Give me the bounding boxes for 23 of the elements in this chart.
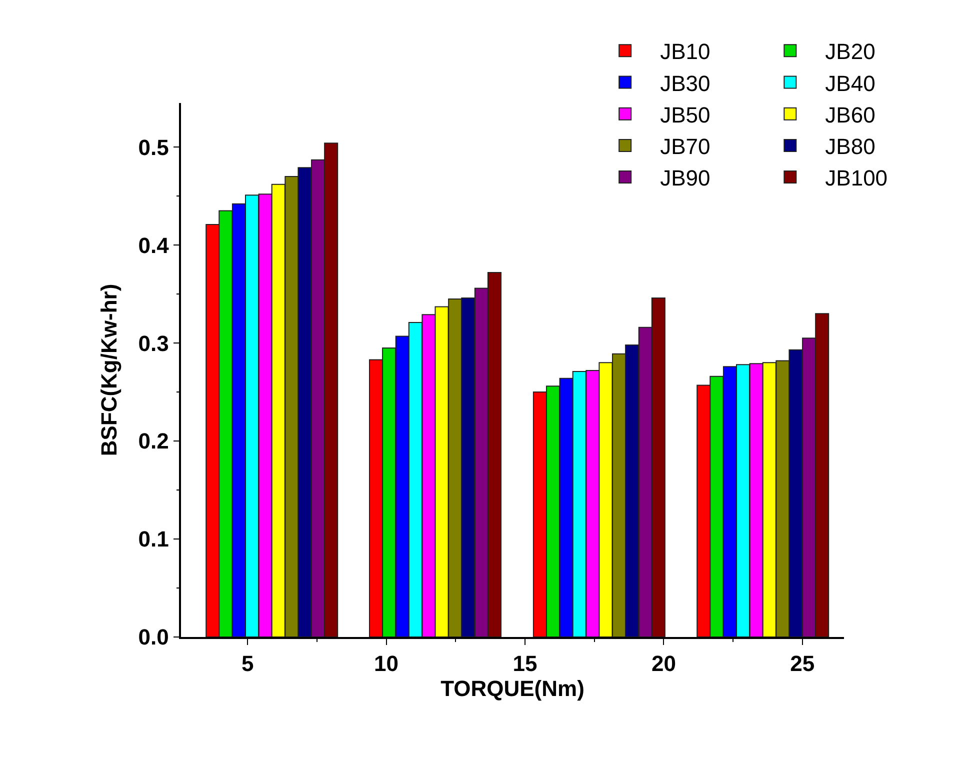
y-tick-label: 0.3	[138, 330, 169, 356]
x-tick-label: 20	[651, 651, 676, 676]
legend-label: JB40	[825, 70, 876, 96]
x-tick-label: 15	[512, 651, 538, 676]
legend-label: JB10	[660, 39, 710, 64]
legend-label: JB20	[825, 39, 876, 64]
legend-label: JB60	[825, 102, 876, 128]
x-tick-label: 10	[374, 651, 399, 676]
x-axis-title: TORQUE(Nm)	[440, 676, 584, 702]
legend-label: JB80	[825, 134, 876, 160]
x-tick-label: 25	[790, 651, 815, 676]
legend-label: JB30	[660, 70, 710, 96]
y-tick-label: 0.1	[138, 526, 169, 552]
x-tick-label: 5	[241, 651, 254, 676]
legend-label: JB90	[660, 166, 710, 191]
y-tick-label: 0.4	[138, 232, 170, 258]
legend-label: JB100	[825, 166, 888, 191]
legend-label: JB70	[660, 134, 710, 160]
y-tick-label: 0.5	[138, 134, 169, 160]
y-axis-title: BSFC(Kg/Kw-hr)	[96, 284, 122, 456]
y-tick-label: 0.0	[138, 624, 169, 650]
y-tick-label: 0.2	[138, 428, 169, 454]
legend-label: JB50	[660, 102, 710, 128]
